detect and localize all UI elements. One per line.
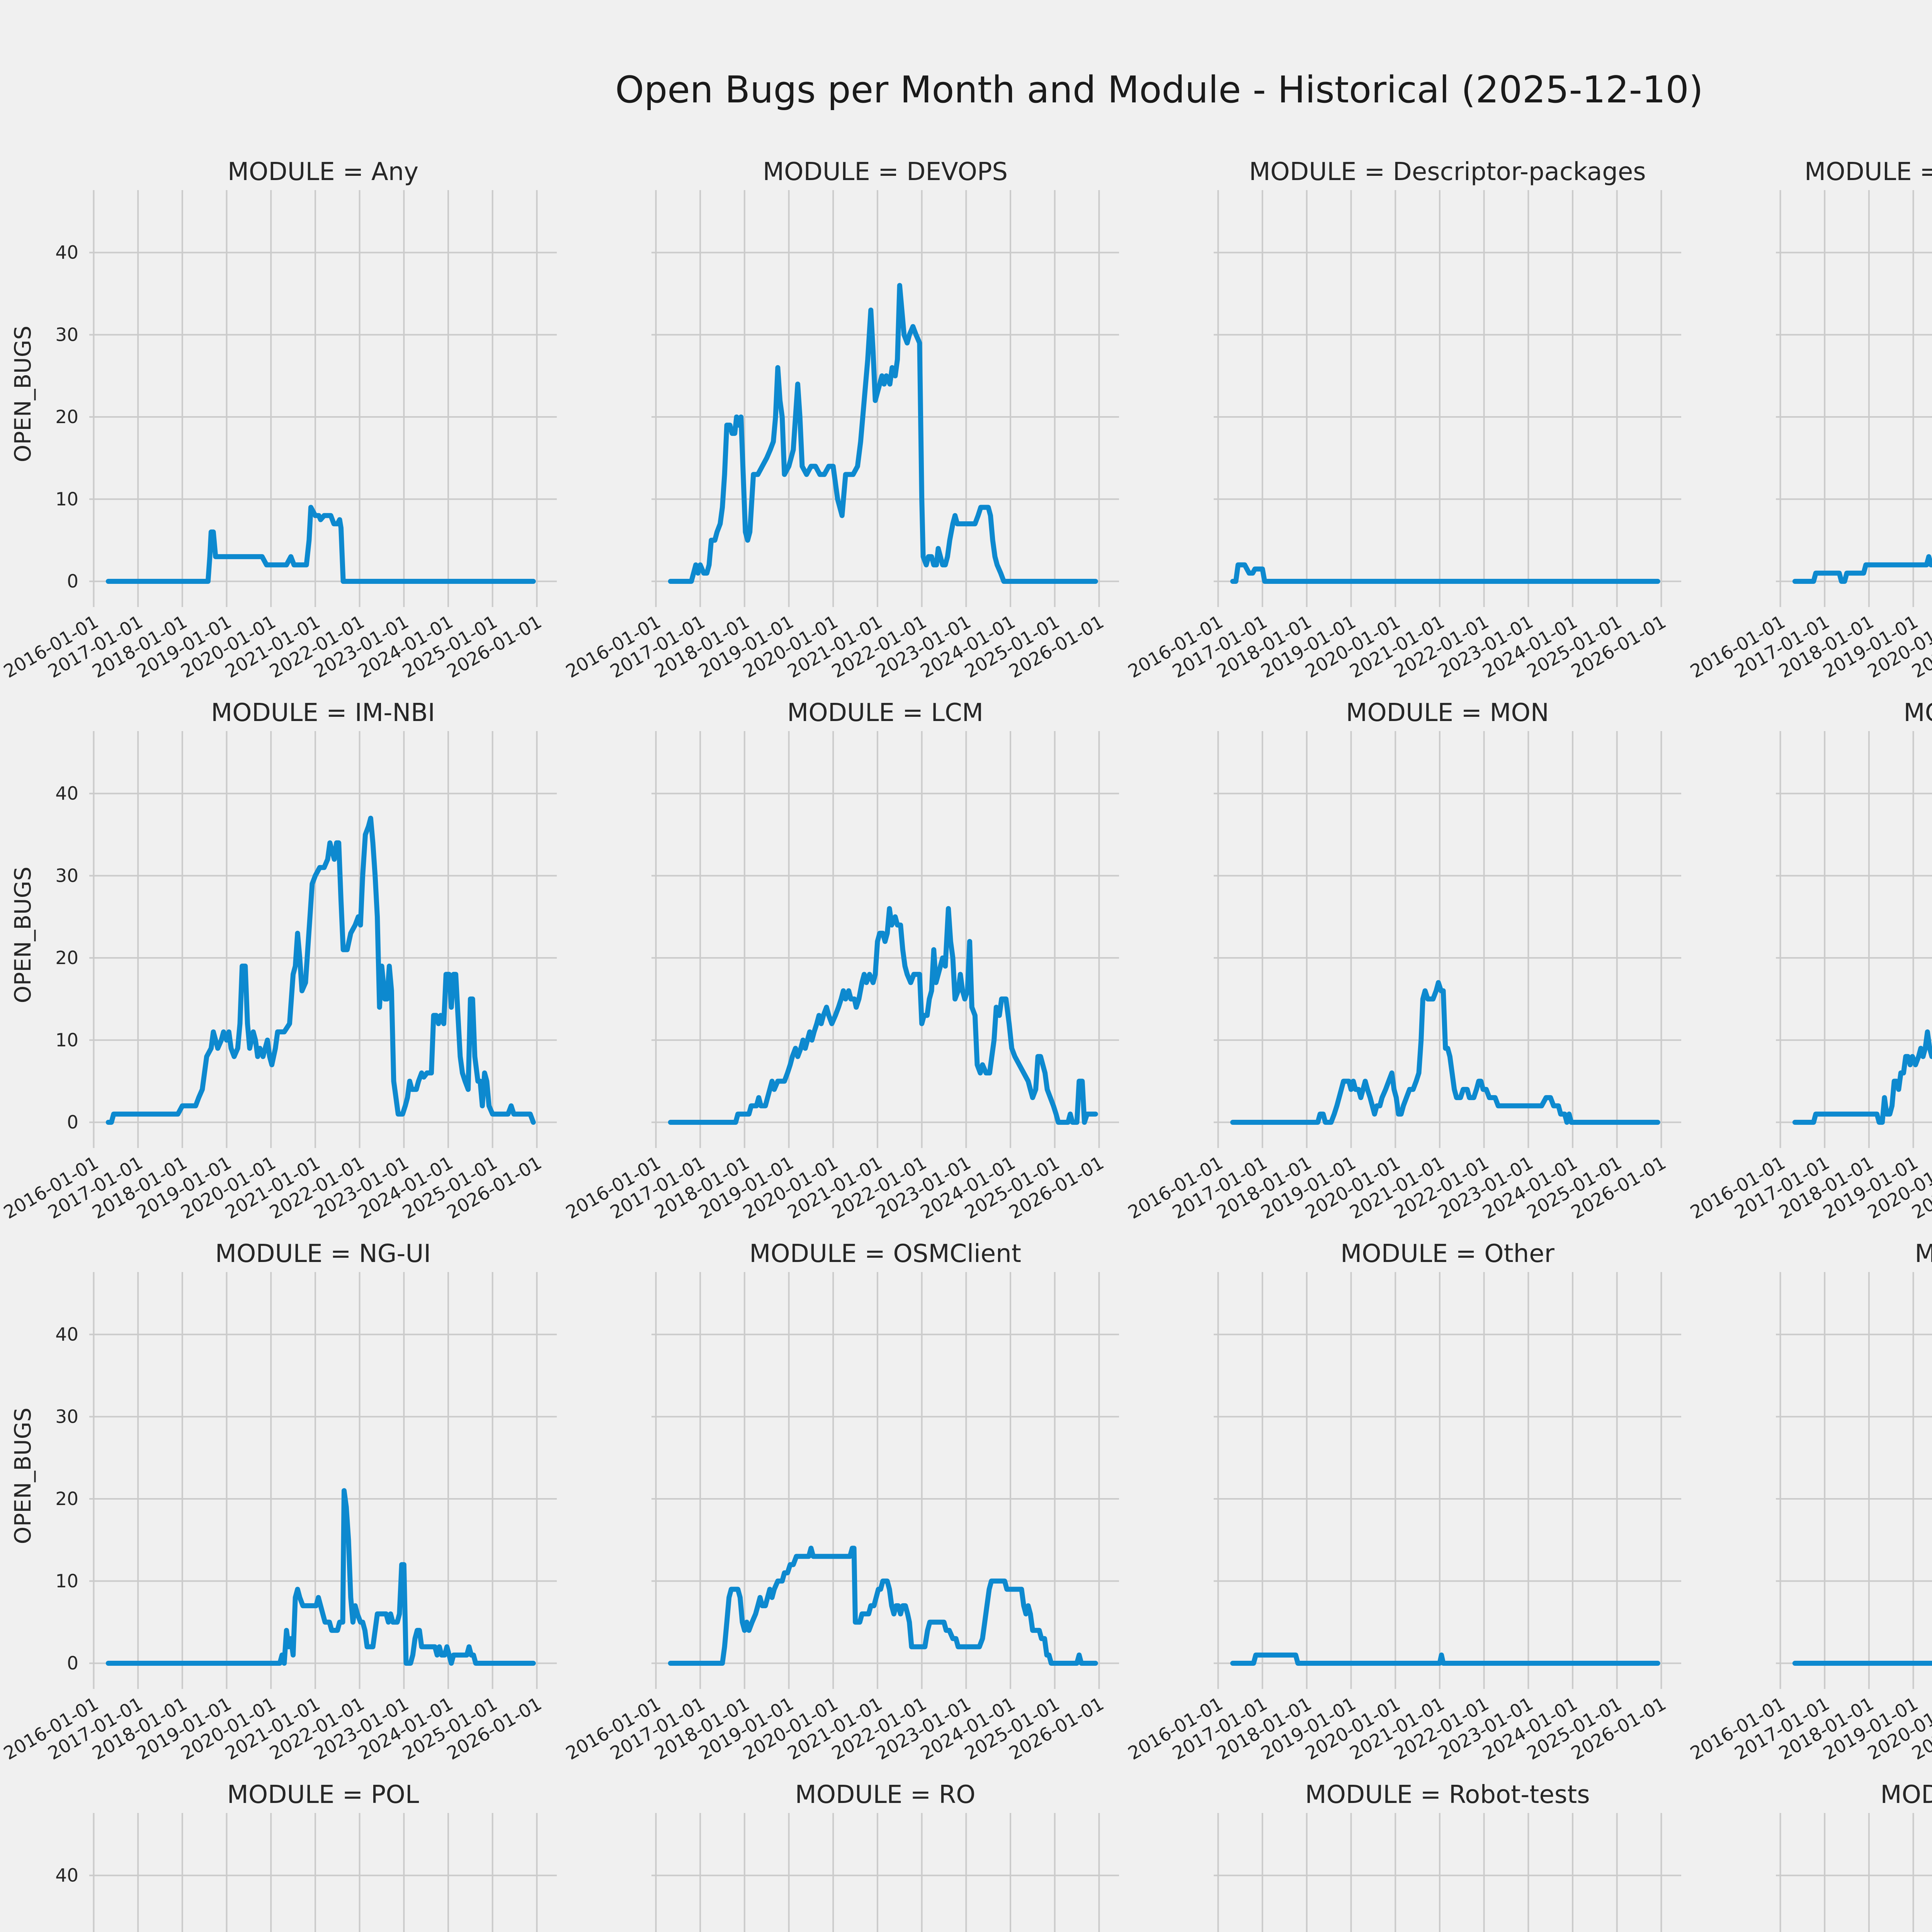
subplot-title: MODULE = Robot-tests	[1305, 1781, 1590, 1809]
y-tick-label: 0	[67, 1653, 78, 1674]
data-line	[1230, 562, 1660, 584]
subplot-mon: 2016-01-012017-01-012018-01-012019-01-01…	[1124, 699, 1681, 1223]
subplot-title: MODULE = MON	[1346, 699, 1549, 727]
subplot-title: MODULE = Any	[228, 158, 418, 186]
data-line	[668, 283, 1098, 584]
y-tick-label: 20	[55, 1488, 78, 1510]
subplot-title: MODULE = DEVOPS	[763, 158, 1008, 186]
data-line	[1230, 1652, 1660, 1666]
subplot-documentation-wiki: 2016-01-012017-01-012018-01-012019-01-01…	[1687, 158, 1932, 682]
y-tick-label: 20	[55, 947, 78, 969]
y-tick-label: 0	[67, 571, 78, 592]
y-tick-label: 40	[55, 1865, 78, 1886]
subplot-osmclient: 2016-01-012017-01-012018-01-012019-01-01…	[562, 1240, 1119, 1764]
data-line	[668, 906, 1098, 1125]
subplot-title: MODULE = NG-UI	[215, 1240, 431, 1268]
subplot-ro: 2016-01-012017-01-012018-01-012019-01-01…	[651, 1781, 1119, 1932]
subplot-unknown: 2016-01-012017-01-012018-01-012019-01-01…	[1776, 1781, 1932, 1932]
figure-title: Open Bugs per Month and Module - Histori…	[615, 69, 1703, 111]
subplot-robot-tests: 2016-01-012017-01-012018-01-012019-01-01…	[1214, 1781, 1681, 1932]
subplot-pla: 2016-01-012017-01-012018-01-012019-01-01…	[1687, 1240, 1932, 1764]
data-line	[1792, 1661, 1932, 1666]
subplot-other: 2016-01-012017-01-012018-01-012019-01-01…	[1124, 1240, 1681, 1764]
y-tick-label: 20	[55, 406, 78, 428]
subplot-title: MODULE = Unknown	[1880, 1781, 1932, 1809]
subplot-title: MODULE = N2VC	[1903, 699, 1932, 727]
y-tick-label: 40	[55, 783, 78, 804]
subplot-devops: 2016-01-012017-01-012018-01-012019-01-01…	[562, 158, 1119, 682]
y-tick-label: 30	[55, 1406, 78, 1427]
data-line	[668, 1546, 1098, 1666]
y-axis-label: OPEN_BUGS	[10, 326, 36, 463]
y-tick-label: 30	[55, 324, 78, 345]
subplot-any: 0102030402016-01-012017-01-012018-01-012…	[0, 158, 557, 682]
data-line	[1230, 980, 1660, 1125]
subplot-title: MODULE = OSMClient	[749, 1240, 1021, 1268]
subplot-ng-ui: 0102030402016-01-012017-01-012018-01-012…	[0, 1240, 557, 1764]
subplot-title: MODULE = POL	[227, 1781, 419, 1809]
subplot-im-nbi: 0102030402016-01-012017-01-012018-01-012…	[0, 699, 557, 1223]
y-tick-label: 0	[67, 1112, 78, 1133]
subplot-title: MODULE = Documentation / Wiki	[1804, 158, 1932, 186]
subplot-n2vc: 2016-01-012017-01-012018-01-012019-01-01…	[1687, 699, 1932, 1223]
data-line	[105, 1488, 536, 1666]
subplot-title: MODULE = PLA	[1915, 1240, 1932, 1268]
y-axis-label: OPEN_BUGS	[10, 867, 36, 1003]
subplot-descriptor-packages: 2016-01-012017-01-012018-01-012019-01-01…	[1124, 158, 1681, 682]
y-tick-label: 10	[55, 1571, 78, 1592]
subplot-title: MODULE = RO	[795, 1781, 976, 1809]
subplot-lcm: 2016-01-012017-01-012018-01-012019-01-01…	[562, 699, 1119, 1223]
y-tick-label: 30	[55, 865, 78, 886]
y-tick-label: 10	[55, 489, 78, 510]
data-line	[1792, 554, 1932, 584]
subplot-title: MODULE = Other	[1340, 1240, 1555, 1268]
data-line	[105, 505, 536, 584]
y-axis-label: OPEN_BUGS	[10, 1408, 36, 1544]
y-tick-label: 40	[55, 242, 78, 264]
y-tick-label: 10	[55, 1030, 78, 1051]
subplot-pol: 0102030402016-01-012017-01-012018-01-012…	[55, 1781, 557, 1932]
subplot-title: MODULE = Descriptor-packages	[1249, 158, 1646, 186]
subplot-title: MODULE = LCM	[787, 699, 983, 727]
subplot-title: MODULE = IM-NBI	[211, 699, 435, 727]
data-line	[105, 816, 536, 1125]
y-tick-label: 40	[55, 1324, 78, 1345]
data-line	[1792, 1029, 1932, 1125]
